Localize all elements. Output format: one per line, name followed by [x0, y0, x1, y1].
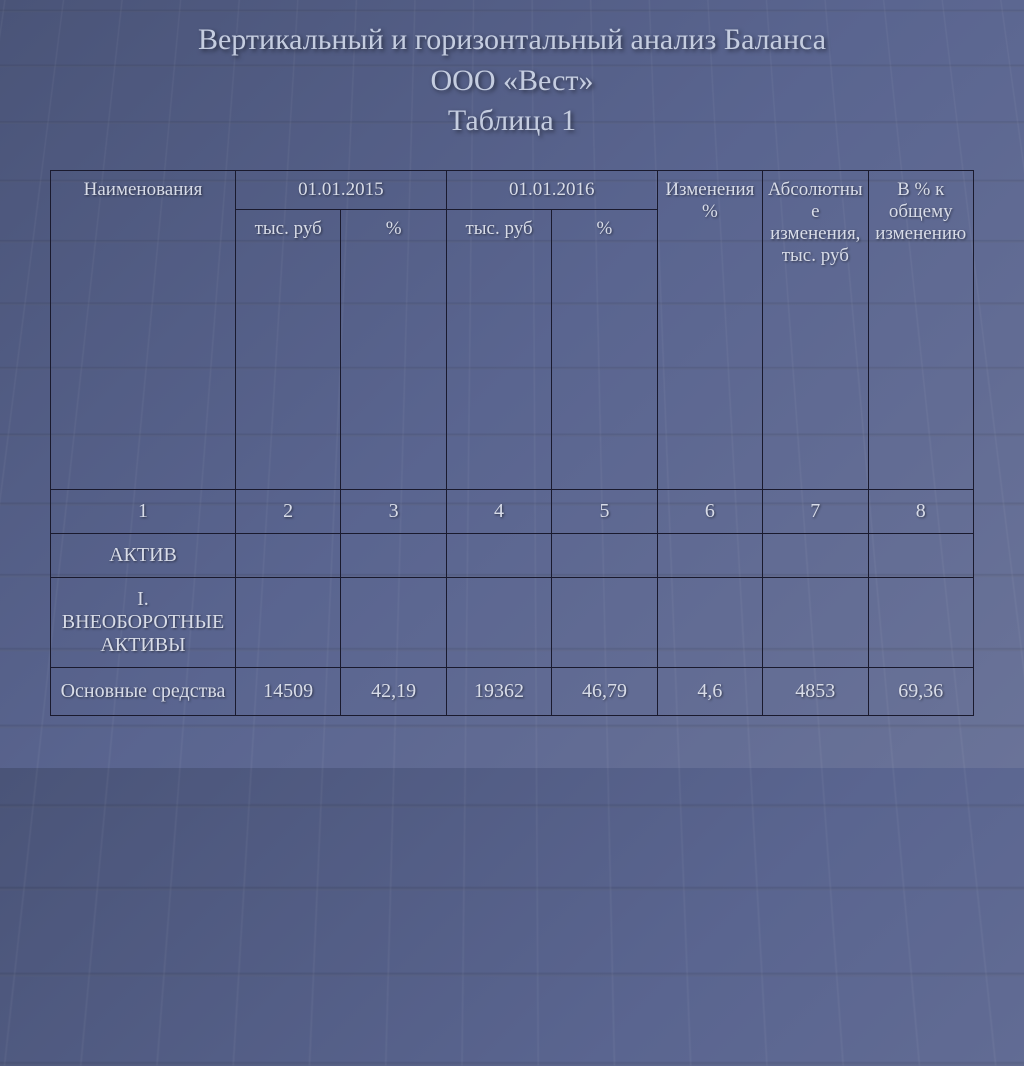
- empty-cell: [552, 533, 657, 577]
- empty-cell: [341, 577, 446, 667]
- row-c2: 14509: [235, 667, 340, 715]
- empty-cell: [446, 533, 551, 577]
- empty-cell: [235, 533, 340, 577]
- numcell: 2: [235, 489, 340, 533]
- row-c3: 42,19: [341, 667, 446, 715]
- empty-cell: [763, 577, 868, 667]
- empty-cell: [446, 577, 551, 667]
- numcell: 1: [51, 489, 236, 533]
- section-vneob-row: I. ВНЕОБОРОТНЫЕ АКТИВЫ: [51, 577, 974, 667]
- row-c4: 19362: [446, 667, 551, 715]
- title-line-3: Таблица 1: [448, 104, 576, 137]
- section-aktiv-row: АКТИВ: [51, 533, 974, 577]
- row-c5: 46,79: [552, 667, 657, 715]
- section-aktiv: АКТИВ: [51, 533, 236, 577]
- title-line-2: ООО «Вест»: [431, 64, 594, 97]
- empty-cell: [657, 533, 762, 577]
- header-name: Наименования: [51, 170, 236, 489]
- slide-content: Вертикальный и горизонтальный анализ Бал…: [0, 0, 1024, 736]
- empty-cell: [657, 577, 762, 667]
- table-row: Основные средства 14509 42,19 19362 46,7…: [51, 667, 974, 715]
- header-sub-pct-2: %: [552, 209, 657, 489]
- empty-cell: [235, 577, 340, 667]
- row-name: Основные средства: [51, 667, 236, 715]
- empty-cell: [552, 577, 657, 667]
- numcell: 6: [657, 489, 762, 533]
- header-sub-rub-1: тыс. руб: [235, 209, 340, 489]
- header-sub-pct-1: %: [341, 209, 446, 489]
- row-c8: 69,36: [868, 667, 974, 715]
- row-c6: 4,6: [657, 667, 762, 715]
- slide-title: Вертикальный и горизонтальный анализ Бал…: [50, 20, 974, 142]
- empty-cell: [341, 533, 446, 577]
- header-col8: В % к общему изменению: [868, 170, 974, 489]
- row-c7: 4853: [763, 667, 868, 715]
- header-sub-rub-2: тыс. руб: [446, 209, 551, 489]
- header-period2: 01.01.2016: [446, 170, 657, 209]
- header-col6: Изменения %: [657, 170, 762, 489]
- empty-cell: [868, 533, 974, 577]
- empty-cell: [868, 577, 974, 667]
- numcell: 5: [552, 489, 657, 533]
- empty-cell: [763, 533, 868, 577]
- header-period1: 01.01.2015: [235, 170, 446, 209]
- numcell: 3: [341, 489, 446, 533]
- balance-table: Наименования 01.01.2015 01.01.2016 Измен…: [50, 170, 974, 716]
- title-line-1: Вертикальный и горизонтальный анализ Бал…: [198, 23, 826, 56]
- numcell: 8: [868, 489, 974, 533]
- numcell: 7: [763, 489, 868, 533]
- section-vneob: I. ВНЕОБОРОТНЫЕ АКТИВЫ: [51, 577, 236, 667]
- header-col7: Абсолютные изменения, тыс. руб: [763, 170, 868, 489]
- table-number-row: 1 2 3 4 5 6 7 8: [51, 489, 974, 533]
- numcell: 4: [446, 489, 551, 533]
- table-header-row-1: Наименования 01.01.2015 01.01.2016 Измен…: [51, 170, 974, 209]
